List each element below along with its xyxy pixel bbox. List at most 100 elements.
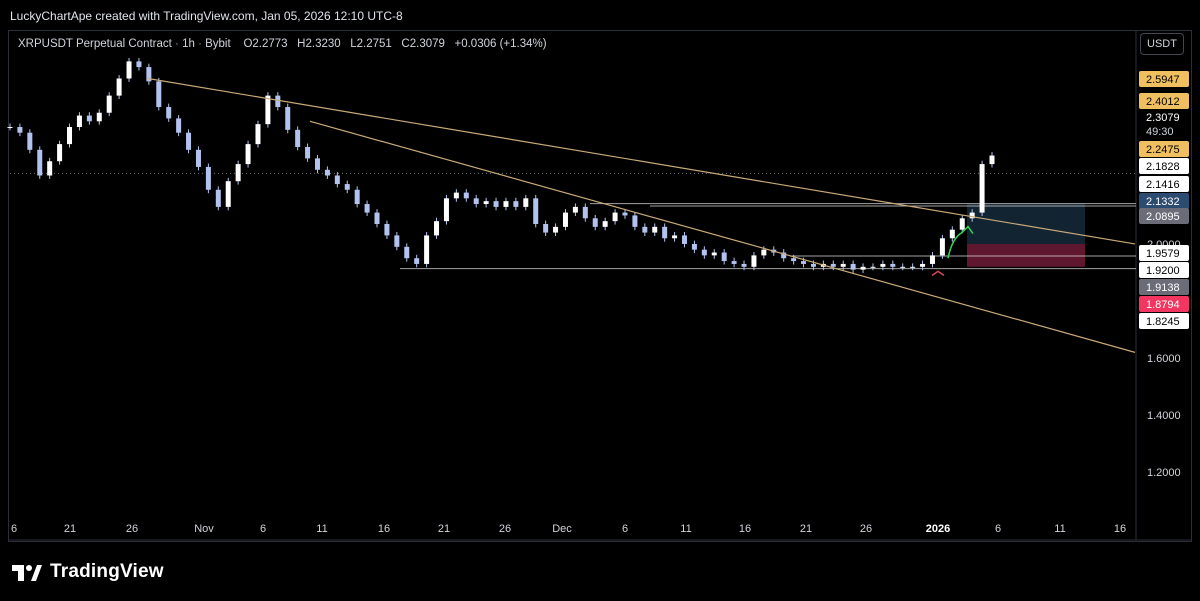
candle-body bbox=[523, 198, 529, 207]
price-axis-label: 1.9579 bbox=[1139, 245, 1189, 261]
candle-body bbox=[76, 115, 82, 127]
candle-body bbox=[136, 61, 142, 68]
candle-body bbox=[791, 258, 797, 262]
candle-body bbox=[215, 189, 221, 207]
candle-body bbox=[424, 235, 430, 264]
candle-body bbox=[672, 235, 678, 239]
candle-body bbox=[7, 127, 13, 128]
candle-body bbox=[691, 243, 697, 250]
y-tick-label: 1.2000 bbox=[1147, 467, 1181, 479]
candle-body bbox=[205, 166, 211, 190]
tradingview-logo-icon bbox=[12, 565, 42, 581]
candle-body bbox=[384, 224, 390, 236]
price-axis-label-text: 2.0895 bbox=[1146, 211, 1180, 223]
y-tick-label: 1.6000 bbox=[1147, 353, 1181, 365]
candle-body bbox=[324, 169, 330, 176]
candle-body bbox=[969, 212, 975, 219]
price-axis-label-bg bbox=[1139, 245, 1189, 261]
candle-body bbox=[900, 266, 906, 268]
legend-exchange: Bybit bbox=[205, 38, 231, 50]
candle-body bbox=[830, 263, 836, 267]
red-annotation bbox=[931, 270, 945, 276]
candle-body bbox=[443, 198, 449, 222]
price-axis-label: 2.1332 bbox=[1139, 193, 1189, 209]
price-axis-label-text: 2.1332 bbox=[1146, 196, 1180, 208]
candle-body bbox=[126, 61, 132, 79]
candle-body bbox=[67, 127, 73, 145]
price-axis-label: 1.8245 bbox=[1139, 313, 1189, 329]
legend-open: O2.2773 bbox=[243, 38, 288, 50]
candle-body bbox=[37, 149, 43, 176]
candle-body bbox=[463, 192, 469, 199]
chart-frame bbox=[8, 30, 1192, 542]
legend-separator: · bbox=[175, 38, 183, 50]
candle-body bbox=[186, 132, 192, 150]
candle-body bbox=[612, 212, 618, 222]
candle-body bbox=[47, 161, 53, 176]
legend-high: H2.3230 bbox=[297, 38, 341, 50]
candle-body bbox=[850, 263, 856, 270]
candle-body bbox=[314, 158, 320, 170]
chart-legend: XRPUSDT Perpetual Contract · 1h · Bybit … bbox=[18, 38, 547, 50]
candle-body bbox=[27, 132, 33, 150]
candle-body bbox=[711, 252, 717, 256]
currency-button[interactable]: USDT bbox=[1140, 33, 1184, 55]
legend-interval[interactable]: 1h bbox=[182, 38, 195, 50]
price-axis-label: 2.3079 bbox=[1139, 109, 1189, 125]
legend-symbol[interactable]: XRPUSDT Perpetual Contract bbox=[18, 38, 172, 50]
price-axis-label-text: 1.9579 bbox=[1146, 248, 1180, 260]
price-axis-label-bg bbox=[1139, 262, 1189, 278]
price-axis-label: 2.1828 bbox=[1139, 158, 1189, 174]
price-axis-label-text: 49:30 bbox=[1146, 126, 1174, 138]
price-axis-label-bg bbox=[1139, 208, 1189, 224]
candle-body bbox=[939, 238, 945, 256]
green-annotation-arrow bbox=[961, 225, 974, 234]
candle-body bbox=[364, 204, 370, 213]
price-axis-label-text: 2.1828 bbox=[1146, 161, 1180, 173]
candle-body bbox=[334, 175, 340, 185]
candle-body bbox=[979, 164, 985, 213]
candle-body bbox=[275, 95, 281, 108]
price-axis-label-text: 2.3079 bbox=[1146, 112, 1180, 124]
candle-body bbox=[374, 212, 380, 224]
candle-body bbox=[553, 226, 559, 233]
price-axis-label-bg bbox=[1139, 141, 1189, 157]
price-axis-label-bg bbox=[1139, 313, 1189, 329]
price-axis-label-bg bbox=[1139, 123, 1189, 139]
candle-body bbox=[235, 164, 241, 182]
candle-body bbox=[434, 221, 440, 236]
x-tick-label: 21 bbox=[438, 523, 450, 535]
candle-body bbox=[622, 212, 628, 216]
candle-body bbox=[394, 235, 400, 247]
price-axis-label-text: 2.5947 bbox=[1146, 74, 1180, 86]
candle-body bbox=[57, 144, 63, 162]
candle-body bbox=[473, 198, 479, 205]
candle-body bbox=[910, 266, 916, 268]
x-tick-label: 2026 bbox=[926, 523, 950, 535]
candle-body bbox=[592, 218, 598, 227]
x-tick-label: 21 bbox=[64, 523, 76, 535]
x-tick-label: 11 bbox=[1054, 523, 1065, 535]
price-axis-label-bg bbox=[1139, 93, 1189, 109]
candle-body bbox=[176, 118, 182, 133]
price-axis-label-bg bbox=[1139, 193, 1189, 209]
candle-body bbox=[989, 155, 995, 165]
price-axis-label: 1.9200 bbox=[1139, 262, 1189, 278]
candle-body bbox=[751, 255, 757, 267]
long-target-zone bbox=[967, 204, 1085, 244]
header-bar: LuckyChartApe created with TradingView.c… bbox=[0, 0, 1200, 30]
candle-body bbox=[761, 249, 767, 256]
price-axis-label-bg bbox=[1139, 158, 1189, 174]
x-tick-label: 16 bbox=[378, 523, 390, 535]
x-tick-label: 6 bbox=[622, 523, 628, 535]
price-axis-label-bg bbox=[1139, 176, 1189, 192]
x-tick-label: 26 bbox=[126, 523, 138, 535]
candle-body bbox=[156, 81, 162, 108]
candle-body bbox=[146, 67, 152, 82]
candle-body bbox=[285, 107, 291, 130]
legend-low: L2.2751 bbox=[350, 38, 392, 50]
x-tick-label: 6 bbox=[995, 523, 1001, 535]
price-axis-label-text: 1.8245 bbox=[1146, 316, 1180, 328]
x-tick-label: 6 bbox=[11, 523, 17, 535]
